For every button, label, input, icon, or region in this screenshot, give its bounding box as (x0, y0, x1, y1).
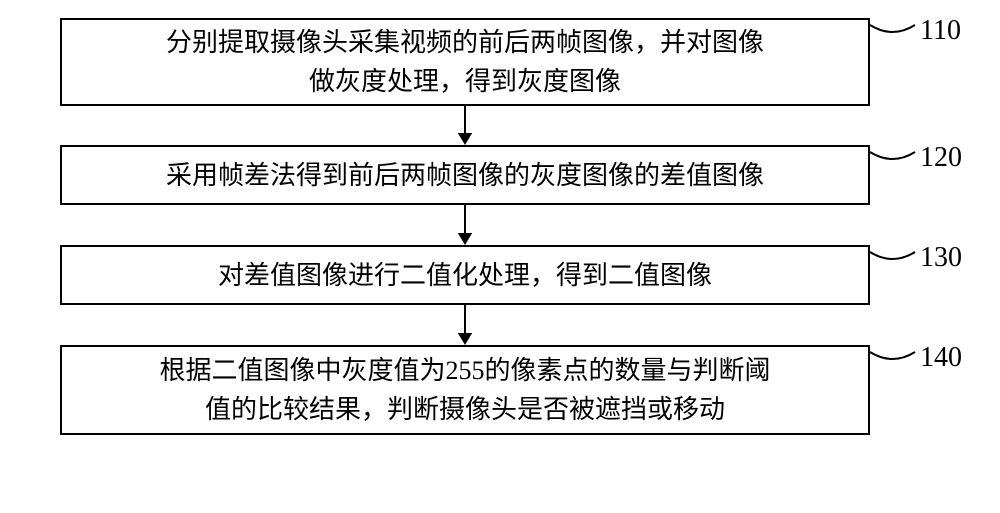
flowchart-canvas: 分别提取摄像头采集视频的前后两帧图像，并对图像 做灰度处理，得到灰度图像110采… (0, 0, 1000, 513)
edge-n130-n140 (0, 0, 1000, 513)
